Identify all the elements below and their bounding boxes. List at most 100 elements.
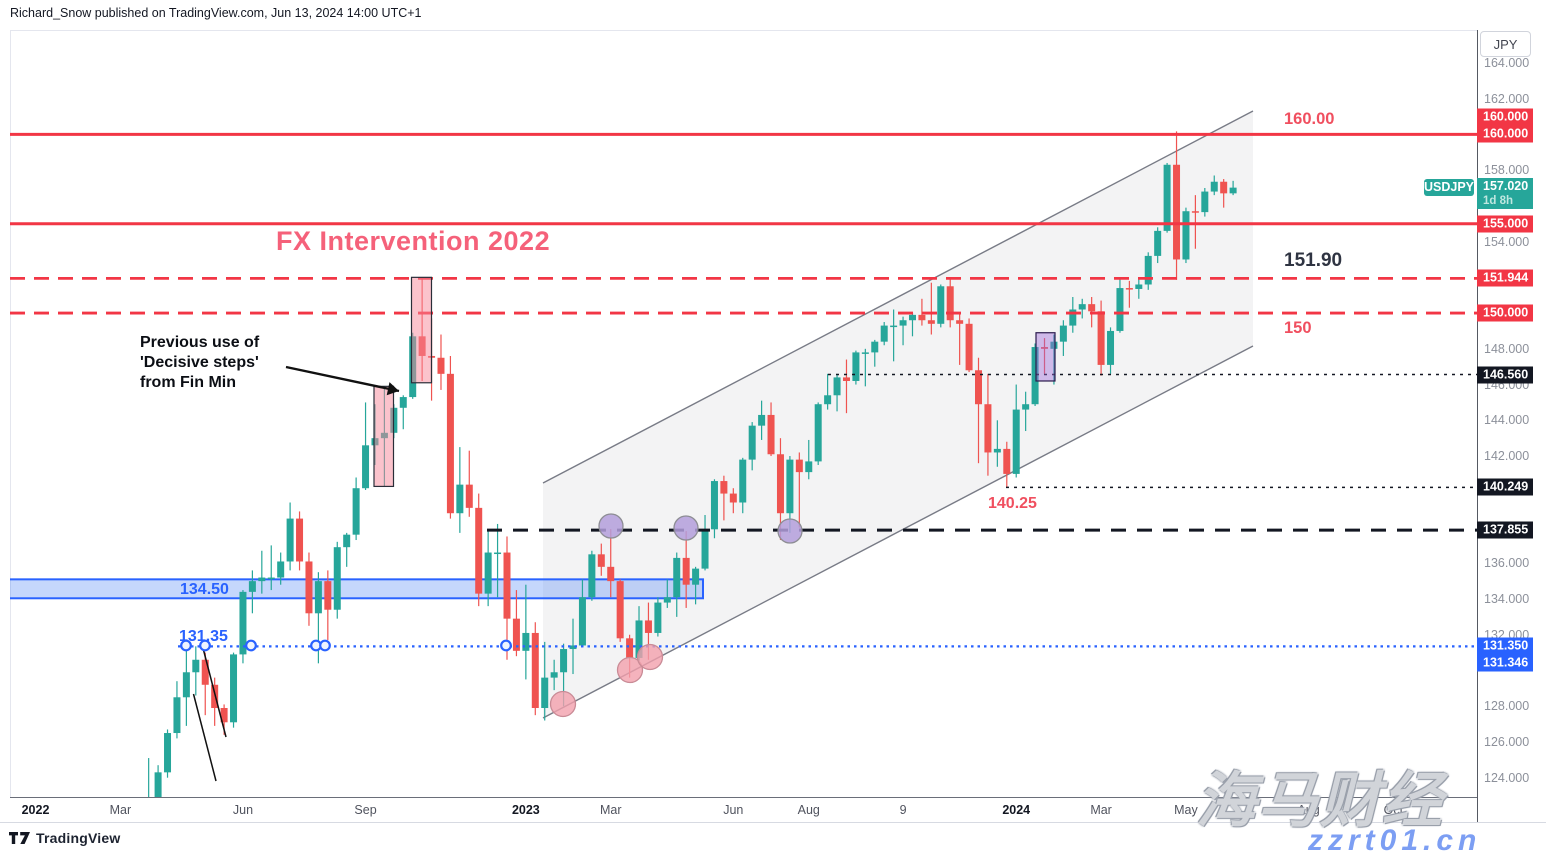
candle-body (908, 314, 916, 321)
candle-body (503, 552, 511, 619)
candle-body (899, 320, 907, 326)
footer-divider (0, 822, 1546, 823)
usdjpy-series-tag: USDJPY (1424, 179, 1475, 196)
tradingview-logo-text: TradingView (36, 830, 121, 846)
support-band-134-50[interactable] (9, 578, 704, 600)
candle-body (522, 632, 530, 651)
attribution-text: Richard_Snow published on TradingView.co… (10, 6, 422, 20)
channel-upper-line[interactable] (542, 110, 1254, 484)
candle-body (918, 314, 926, 321)
candle-body (833, 377, 841, 396)
price-tick-label: 148.000 (1484, 341, 1530, 356)
highlight-box-1[interactable] (373, 385, 395, 488)
price-tick-label: 164.000 (1484, 55, 1530, 70)
candle-body (635, 620, 643, 658)
candle-body (767, 414, 775, 455)
plot-area[interactable] (9, 110, 1477, 857)
blue-touch-marker[interactable] (180, 639, 192, 652)
candle-body (861, 352, 869, 354)
candle-body (692, 568, 700, 585)
candle-body (286, 518, 294, 562)
candle-body (814, 404, 822, 462)
annotation-arrow[interactable] (285, 365, 400, 393)
blue-touch-marker[interactable] (319, 639, 331, 652)
candle-body (1107, 330, 1115, 365)
flag-trendline[interactable] (202, 649, 227, 738)
highlight-box-3[interactable] (1035, 332, 1056, 382)
time-tick-label: 2023 (511, 803, 540, 817)
tradingview-attribution[interactable]: TradingView (8, 830, 120, 846)
candle-body (446, 373, 454, 514)
time-tick-label: 2024 (1002, 803, 1031, 817)
candle-body (644, 620, 652, 633)
flag-trendline[interactable] (192, 693, 217, 782)
price-tick-label: 162.000 (1484, 91, 1530, 106)
candle-body (1210, 181, 1218, 192)
candle-body (362, 445, 370, 489)
price-tick-label: 154.000 (1484, 234, 1530, 249)
candle-body (258, 577, 266, 582)
candle-body (776, 454, 784, 514)
candle-body (975, 370, 982, 405)
time-tick-label: Sep (354, 803, 377, 817)
candle-body (1154, 230, 1162, 256)
candle-body (182, 672, 190, 698)
candle-body (267, 577, 275, 580)
candle-body (314, 581, 322, 614)
candle-body (795, 459, 803, 473)
candle-body (1088, 304, 1096, 312)
candle-body (758, 414, 766, 426)
candle-body (154, 772, 162, 797)
chart-top-border (10, 30, 1477, 31)
candle-body (1220, 181, 1228, 194)
candle-body (164, 733, 172, 773)
candle-body (173, 697, 181, 734)
currency-jpy-button[interactable]: JPY (1480, 31, 1531, 57)
pink-low-marker[interactable] (549, 690, 577, 718)
candle-body (673, 557, 681, 598)
price-tick-label: 144.000 (1484, 413, 1530, 428)
candle-body (296, 518, 304, 562)
candle-body (805, 461, 813, 473)
purple-level-marker[interactable] (673, 515, 699, 541)
price-tick-label: 124.000 (1484, 770, 1530, 785)
candle-body (333, 547, 341, 610)
pink-low-marker[interactable] (636, 643, 664, 671)
pink-low-marker[interactable] (616, 656, 644, 684)
candle-body (512, 618, 520, 651)
chart-left-border (10, 30, 11, 797)
candle-body (1229, 187, 1237, 194)
level-label-134-50: 134.50 (180, 581, 229, 598)
time-tick-label: Mar (1090, 803, 1112, 817)
price-level-badge: 146.560 (1477, 366, 1533, 384)
candle-body (1163, 164, 1171, 231)
purple-level-marker[interactable] (598, 513, 624, 539)
candle-body (305, 561, 313, 614)
blue-touch-marker[interactable] (245, 639, 257, 652)
blue-touch-marker[interactable] (500, 639, 512, 652)
candle-body (984, 404, 992, 453)
candle-body (607, 566, 615, 582)
candle-body (550, 672, 558, 678)
candle-body (739, 459, 747, 503)
time-tick-label: 2022 (21, 803, 50, 817)
candle-body (239, 591, 247, 655)
candle-body (842, 377, 850, 381)
purple-level-marker[interactable] (777, 518, 803, 544)
price-tick-label: 142.000 (1484, 449, 1530, 464)
highlight-box-2[interactable] (410, 276, 433, 384)
candle-body (1041, 347, 1049, 349)
level-label-140-25: 140.25 (988, 495, 1037, 512)
price-level-badge: 140.249 (1477, 478, 1533, 496)
candle-body (786, 459, 794, 514)
candle-body (1050, 341, 1058, 349)
time-tick-label: Oct (1383, 803, 1404, 817)
candle-body (192, 659, 200, 673)
candle-body (145, 805, 152, 812)
candle-body (248, 581, 256, 592)
candle-body (1116, 288, 1124, 331)
blue-touch-marker[interactable] (199, 639, 211, 652)
time-axis-line (10, 797, 1477, 798)
